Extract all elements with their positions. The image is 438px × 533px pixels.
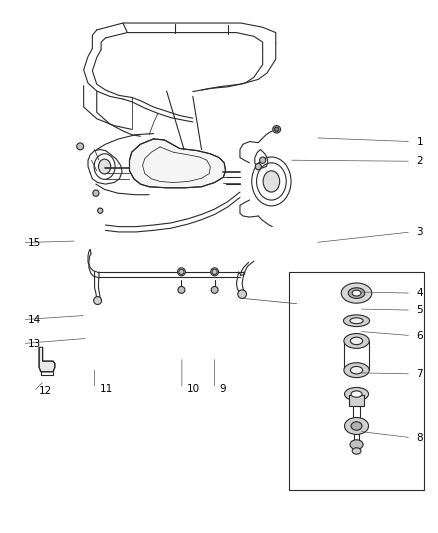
Text: 3: 3: [417, 227, 423, 237]
Ellipse shape: [350, 440, 363, 449]
Text: 5: 5: [417, 305, 423, 315]
Ellipse shape: [99, 159, 111, 174]
Bar: [349, 395, 364, 406]
Text: 11: 11: [100, 384, 113, 394]
Text: 9: 9: [220, 384, 226, 394]
Text: 15: 15: [28, 238, 41, 247]
Ellipse shape: [345, 387, 368, 401]
Ellipse shape: [352, 448, 361, 454]
Ellipse shape: [211, 286, 218, 293]
Bar: [289, 272, 424, 490]
Ellipse shape: [260, 157, 266, 164]
Ellipse shape: [238, 290, 247, 298]
Text: 8: 8: [417, 433, 423, 443]
Ellipse shape: [178, 286, 185, 293]
Text: 2: 2: [417, 156, 423, 166]
Ellipse shape: [212, 269, 217, 274]
Ellipse shape: [341, 283, 372, 303]
Text: 10: 10: [187, 384, 200, 394]
Ellipse shape: [93, 190, 99, 196]
Ellipse shape: [257, 163, 286, 200]
Ellipse shape: [94, 154, 115, 179]
Ellipse shape: [94, 296, 102, 304]
Ellipse shape: [252, 157, 291, 206]
Ellipse shape: [348, 288, 365, 298]
Ellipse shape: [177, 268, 185, 276]
Ellipse shape: [179, 269, 184, 274]
Text: 6: 6: [417, 330, 423, 341]
Ellipse shape: [263, 171, 280, 192]
Polygon shape: [39, 348, 55, 372]
Ellipse shape: [352, 290, 361, 296]
Polygon shape: [130, 139, 226, 188]
Ellipse shape: [98, 208, 103, 213]
Ellipse shape: [211, 268, 219, 276]
Text: 7: 7: [417, 369, 423, 379]
Ellipse shape: [255, 164, 261, 169]
Ellipse shape: [345, 417, 368, 434]
Ellipse shape: [275, 127, 279, 132]
Text: 14: 14: [28, 314, 41, 325]
Text: 4: 4: [417, 288, 423, 298]
Ellipse shape: [343, 315, 370, 327]
Ellipse shape: [344, 363, 369, 377]
Text: 13: 13: [28, 338, 41, 349]
Ellipse shape: [77, 143, 84, 150]
Ellipse shape: [351, 391, 362, 397]
Ellipse shape: [350, 367, 363, 374]
Ellipse shape: [351, 422, 362, 430]
Ellipse shape: [344, 334, 369, 349]
Ellipse shape: [350, 337, 363, 345]
Ellipse shape: [350, 318, 363, 324]
Text: 1: 1: [417, 136, 423, 147]
Ellipse shape: [273, 126, 281, 133]
Text: 12: 12: [39, 386, 52, 397]
